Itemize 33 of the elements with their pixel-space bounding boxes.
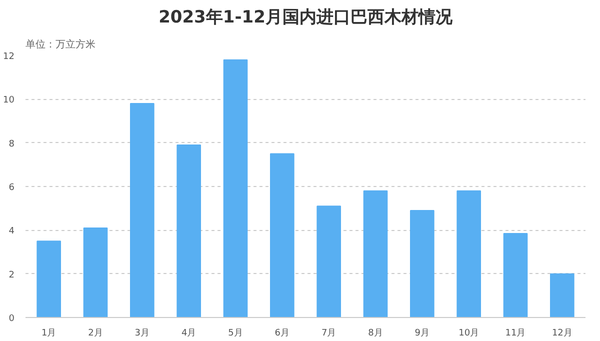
x-tick-label: 7月 (321, 328, 336, 338)
x-tick-label: 3月 (134, 328, 150, 338)
y-tick-label: 6 (8, 183, 15, 193)
x-tick-label: 8月 (368, 328, 383, 338)
bar (503, 232, 528, 318)
y-tick-label: 12 (3, 52, 14, 62)
bar (410, 210, 434, 318)
bar (316, 206, 341, 318)
chart-title: 2023年1-12月国内进口巴西木材情况 (158, 8, 454, 28)
bar (176, 144, 201, 318)
x-tick-label: 5月 (228, 328, 243, 338)
x-tick-label: 11月 (505, 328, 526, 338)
bar (456, 190, 481, 318)
x-tick-label: 10月 (458, 328, 480, 338)
x-tick-label: 6月 (274, 328, 290, 338)
bar (130, 103, 154, 318)
bar (363, 190, 388, 318)
bar (270, 153, 294, 318)
bar (550, 273, 574, 318)
x-tick-label: 12月 (552, 328, 572, 338)
y-tick-label: 0 (8, 314, 15, 324)
bar (83, 227, 108, 318)
y-tick-label: 8 (8, 139, 15, 150)
bar (223, 59, 248, 318)
x-tick-label: 9月 (414, 328, 430, 338)
x-tick-label: 2月 (88, 328, 103, 338)
y-tick-label: 10 (3, 96, 15, 106)
chart-subtitle: 单位：万立方米 (26, 38, 96, 50)
y-tick-label: 2 (8, 270, 15, 280)
y-tick-label: 4 (8, 226, 15, 237)
bar (36, 240, 61, 318)
x-tick-label: 1月 (41, 328, 56, 338)
x-tick-label: 4月 (181, 328, 196, 338)
